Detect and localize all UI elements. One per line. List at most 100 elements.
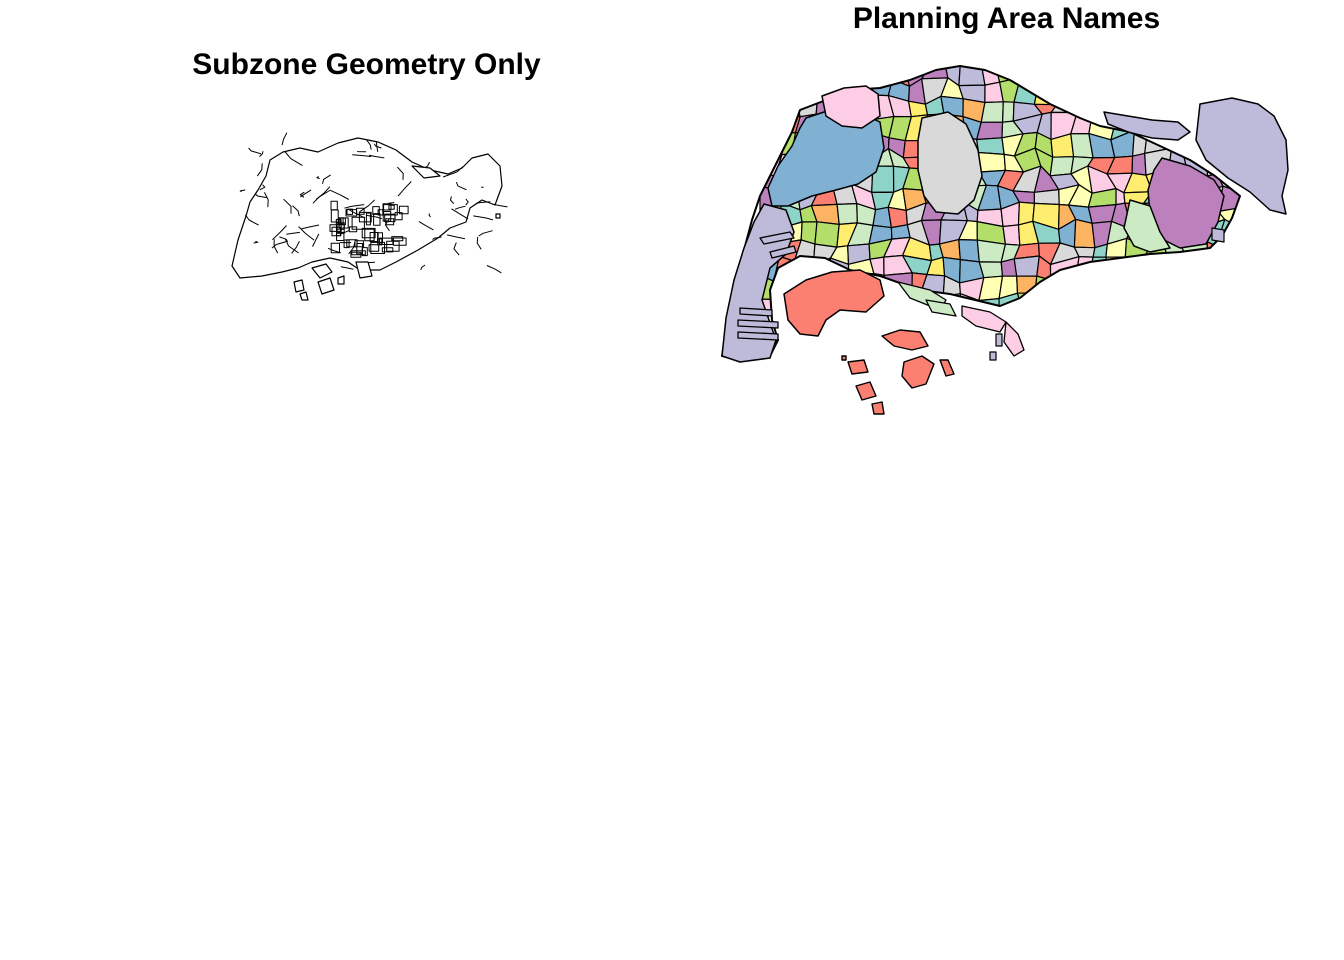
planning-area-jurong-island (783, 269, 885, 337)
subzone-cell (1002, 224, 1021, 246)
subzone-cell (1145, 294, 1171, 315)
pier (1211, 227, 1225, 243)
subzone-cell (1088, 66, 1114, 84)
subzone-cell (1013, 255, 1040, 277)
subzone-cell (1106, 66, 1134, 87)
subzone-boundary (361, 227, 376, 239)
subzone-boundary (316, 176, 320, 180)
subzone-cell (976, 137, 1005, 155)
subzone-cell (1104, 79, 1131, 99)
panel-title-planning-area-names: Planning Area Names (852, 2, 1161, 35)
subzone-cell (1164, 294, 1189, 315)
subzone-boundary (352, 154, 372, 157)
subzone-cell (1069, 66, 1097, 84)
subzone-boundary (382, 211, 392, 222)
subzone-cell (1037, 66, 1058, 86)
subzone-cell (1016, 292, 1040, 315)
subzone-cell (887, 206, 908, 229)
subzone-boundary (377, 209, 384, 216)
subzone-boundary (428, 213, 431, 218)
subzone-boundary (327, 247, 341, 254)
subzone-cell (978, 261, 1004, 279)
subzone-boundary (283, 198, 292, 214)
subzone-cell (1164, 276, 1189, 302)
subzone-cell (814, 221, 840, 248)
subzone-boundary (346, 208, 353, 215)
subzone-cell (759, 113, 783, 137)
subzone-boundary (299, 191, 305, 198)
subzone-boundary (451, 208, 469, 220)
subzone-cell (774, 83, 800, 106)
subzone-cell (1131, 152, 1147, 176)
subzone-boundary (375, 141, 379, 152)
subzone-cell (1219, 66, 1240, 84)
subzone-cell (1050, 295, 1077, 315)
subzone-boundary (373, 143, 382, 149)
subzone-cell (1145, 279, 1171, 302)
subzone-boundary (386, 240, 400, 252)
subzone-boundary (420, 264, 426, 271)
subzone-boundary (455, 181, 467, 191)
subzone-cell (1215, 259, 1240, 279)
subzone-cell (1034, 292, 1060, 315)
subzone-cell (1050, 75, 1077, 106)
subzone-cell (1215, 272, 1240, 296)
subzone-cell (1147, 79, 1170, 102)
planning-area-changi-bay (1123, 199, 1171, 253)
subzone-boundary (263, 192, 269, 208)
southern-piers (961, 305, 1025, 357)
subzone-boundary (336, 231, 345, 241)
subzone-cell (759, 93, 783, 119)
subzone-boundary (365, 212, 371, 226)
subzone-cell (1088, 79, 1108, 103)
subzone-boundary (346, 239, 358, 248)
subzone-cell (773, 66, 800, 87)
subzone-boundary (385, 218, 395, 226)
subzone-boundary (354, 240, 365, 248)
subzone-boundary (286, 231, 300, 235)
subzone-boundary (351, 216, 365, 230)
subzone-boundary (473, 215, 494, 221)
subzone-boundary (478, 230, 493, 237)
island (411, 165, 441, 179)
subzone-boundary (259, 151, 264, 157)
subzone-cell (1075, 272, 1095, 297)
subzone-cell (797, 66, 822, 85)
subzone-boundary (391, 236, 404, 242)
subzone-cell (1093, 291, 1115, 315)
planning-area-north-eastern-islands (1195, 97, 1289, 215)
subzone-cell (908, 100, 929, 118)
subzone-cell (1164, 262, 1191, 281)
subzone-boundary (348, 226, 358, 233)
subzone-boundary (300, 189, 312, 198)
subzone-boundary (338, 217, 349, 229)
subzone-boundary (239, 189, 246, 193)
subzone-cell (1198, 66, 1227, 80)
subzone-cell (1124, 256, 1147, 284)
subzone-cell (977, 151, 1006, 173)
subzone-cell (794, 76, 822, 105)
subzone-boundary (340, 266, 354, 270)
subzone-boundary (298, 226, 315, 241)
subzone-cell (1111, 291, 1130, 315)
subzone-cell (1050, 66, 1077, 86)
subzone-boundary (397, 181, 412, 197)
island (311, 263, 333, 279)
subzone-boundary (322, 174, 331, 184)
planning-area-central-catchment (917, 111, 983, 215)
island (299, 291, 309, 301)
subzone-boundary (292, 205, 300, 217)
planning-area-sembawang (821, 85, 881, 129)
subzone-boundary (454, 205, 466, 210)
subzone-boundary (366, 139, 372, 150)
subzone-boundary (465, 198, 469, 206)
subzone-cell (1183, 276, 1200, 302)
subzone-boundary (381, 247, 394, 253)
subzone-cell (1198, 259, 1217, 279)
subzone-cell (1089, 272, 1116, 294)
subzone-cell (1220, 294, 1240, 315)
southern-islands (841, 329, 955, 415)
subzone-boundary (329, 189, 350, 200)
subzone-boundary (492, 203, 508, 208)
